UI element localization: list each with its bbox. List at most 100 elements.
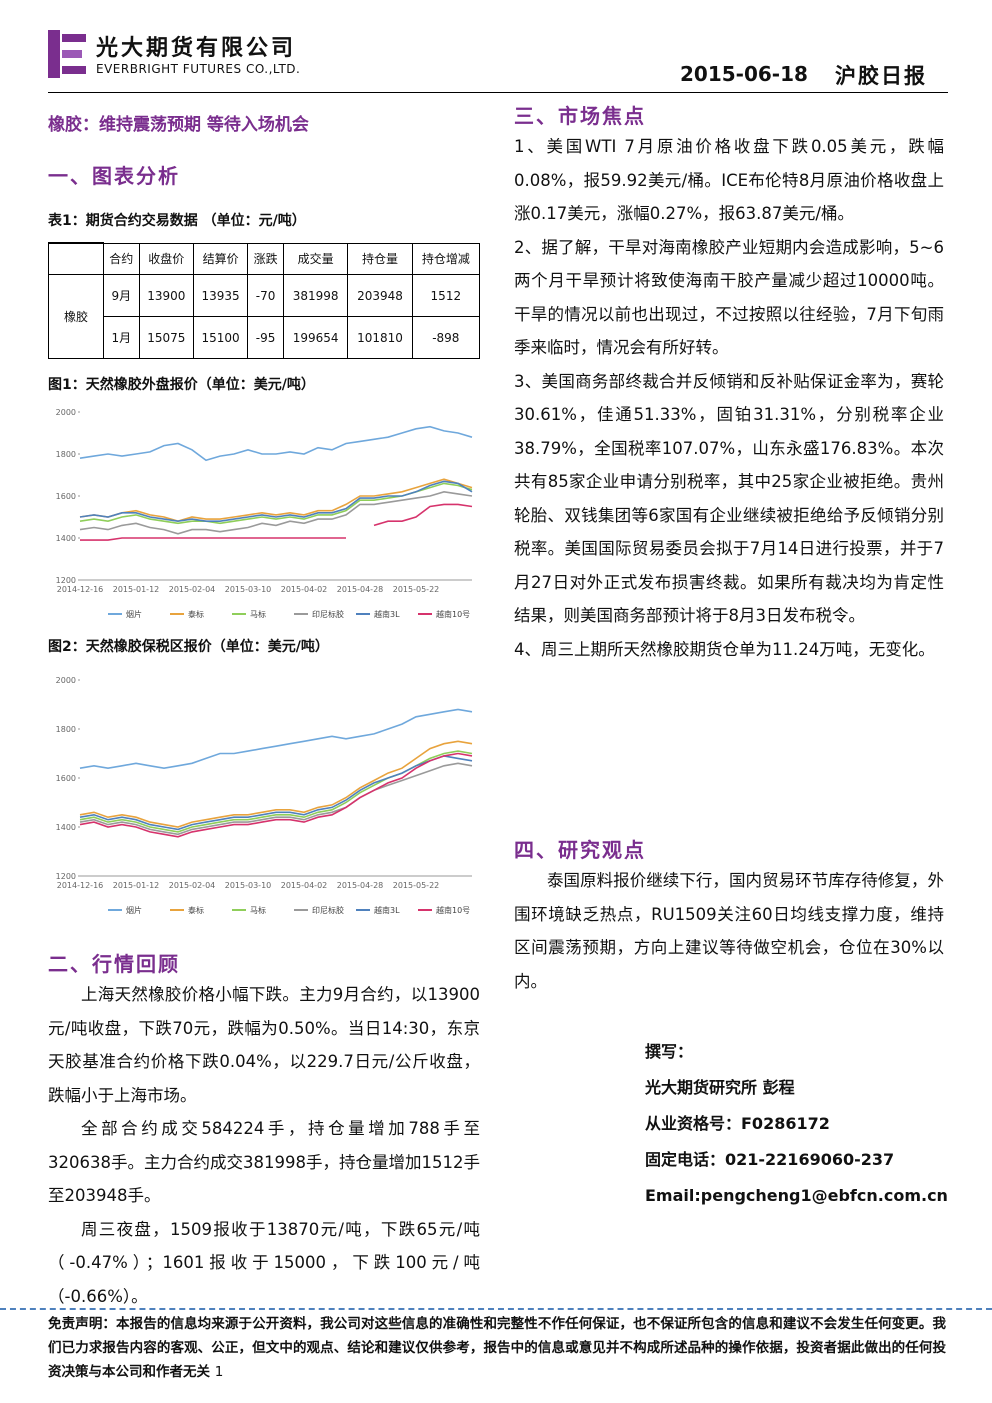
legend-label: 越南3L [374, 905, 400, 915]
author-line: 固定电话：021-22169060-237 [645, 1150, 895, 1169]
section-heading: 三、市场焦点 [514, 104, 646, 128]
legend-label: 烟片 [126, 905, 142, 915]
legend-label: 烟片 [126, 609, 142, 619]
series-line [79, 478, 473, 523]
table-caption: 表1：期货合约交易数据 （单位：元/吨） [48, 213, 306, 229]
section-body: 泰国原料报价继续下行，国内贸易环节库存待修复，外围环境缺乏热点，RU1509关注… [514, 864, 944, 998]
y-tick-label: 1600 [56, 774, 76, 783]
x-tick-label: 2014-12-16 [57, 585, 104, 594]
td: 101810 [347, 316, 413, 359]
series-line [79, 762, 473, 836]
section-heading: 一、图表分析 [48, 164, 180, 188]
author-line: 撰写： [645, 1042, 694, 1061]
y-tick-label: 1400 [56, 823, 76, 832]
chart: 1200 1400 1600 1800 2000 2014-12-16 2015-01-12… [56, 676, 473, 915]
series-line [79, 755, 473, 831]
chart: 1200 1400 1600 1800 2000 2014-12-16 2015-01-12… [56, 408, 473, 619]
author-block: 撰写： 光大期货研究所 彭程 从业资格号：F0286172 固定电话：021-2… [645, 1034, 948, 1214]
legend-label: 泰标 [188, 609, 204, 619]
legend-label: 越南3L [374, 609, 400, 619]
paragraph: 1、美国WTI 7月原油价格收盘下跌0.05美元，跌幅0.08%，报59.92美… [514, 137, 944, 223]
legend-label: 马标 [250, 609, 266, 619]
td: -95 [247, 316, 284, 359]
page-number: 1 [214, 1364, 224, 1380]
logo-icon [48, 30, 86, 78]
y-tick-label: 1200 [56, 872, 76, 881]
series-line [79, 752, 473, 838]
company-en: EVERBRIGHT FUTURES CO.,LTD. [96, 62, 301, 76]
y-tick-label: 1600 [56, 492, 76, 501]
y-tick-label: 1200 [56, 576, 76, 585]
series-line [79, 480, 473, 523]
paragraph: 泰国原料报价继续下行，国内贸易环节库存待修复，外围环境缺乏热点，RU1509关注… [514, 871, 944, 991]
legend-label: 泰标 [188, 905, 204, 915]
figure-caption: 图1：天然橡胶外盘报价（单位：美元/吨） [48, 377, 315, 393]
x-tick-label: 2015-05-22 [393, 881, 440, 890]
td: -898 [411, 316, 481, 359]
th: 结算价 [192, 242, 249, 275]
x-tick-label: 2015-03-10 [225, 881, 272, 890]
td: 9月 [103, 274, 140, 317]
series-line [79, 425, 473, 462]
legend-label: 印尼标胶 [312, 609, 344, 619]
figure-caption: 图2：天然橡胶保税区报价（单位：美元/吨） [48, 639, 329, 655]
y-tick-label: 1400 [56, 534, 76, 543]
td: 15100 [192, 316, 249, 359]
td: 1512 [411, 274, 481, 317]
td: 13900 [138, 274, 194, 317]
author-line: 从业资格号：F0286172 [645, 1114, 830, 1133]
legend-label: 马标 [250, 905, 266, 915]
author-line: Email:pengcheng1@ebfcn.com.cn [645, 1186, 948, 1205]
x-tick-label: 2015-03-10 [225, 585, 272, 594]
paragraph: 3、美国商务部终裁合并反倾销和反补贴保证金率为，赛轮30.61%，佳通51.33… [514, 371, 944, 626]
legend-label: 印尼标胶 [312, 905, 344, 915]
paragraph: 2、据了解，干旱对海南橡胶产业短期内会造成影响，5~6两个月干旱预计将致使海南干… [514, 237, 944, 358]
company-cn: 光大期货有限公司 [96, 36, 297, 61]
th: 涨跌 [247, 242, 284, 275]
th: 收盘价 [138, 242, 194, 275]
series-line [79, 708, 473, 770]
th: 合约 [103, 242, 140, 275]
x-tick-label: 2015-04-28 [337, 585, 384, 594]
section-body: 上海天然橡胶价格小幅下跌。主力9月合约，以13900元/吨收盘，下跌70元，跌幅… [48, 978, 480, 1313]
paragraph: 上海天然橡胶价格小幅下跌。主力9月合约，以13900元/吨收盘，下跌70元，跌幅… [48, 985, 480, 1105]
series-line [79, 490, 473, 535]
legend-label: 越南10号 [436, 905, 470, 915]
y-tick-label: 1800 [56, 725, 76, 734]
paragraph: 全部合约成交584224手，持仓量增加788手至320638手。主力合约成交38… [48, 1119, 480, 1205]
td: 381998 [282, 274, 349, 317]
data-table: 合约 收盘价 结算价 涨跌 成交量 持仓量 持仓增减 橡胶 9月 13900 1… [48, 242, 481, 359]
td: 15075 [138, 316, 194, 359]
footer-rule [0, 1308, 992, 1310]
series-line [80, 503, 473, 541]
y-tick-label: 2000 [56, 676, 76, 685]
paragraph: 4、周三上期所天然橡胶期货仓单为11.24万吨，无变化。 [514, 639, 935, 659]
y-tick-label: 2000 [56, 408, 76, 417]
td: 203948 [347, 274, 413, 317]
disclaimer-text: 免责声明：本报告的信息均来源于公开资料，我公司对这些信息的准确性和完整性不作任何… [48, 1316, 946, 1380]
x-tick-label: 2015-01-12 [113, 881, 160, 890]
x-tick-label: 2015-02-04 [169, 585, 216, 594]
product: 橡胶 [48, 274, 104, 359]
article-title: 橡胶：维持震荡预期 等待入场机会 [48, 115, 309, 135]
header-rule [48, 92, 948, 93]
x-tick-label: 2015-01-12 [113, 585, 160, 594]
section-body: 1、美国WTI 7月原油价格收盘下跌0.05美元，跌幅0.08%，报59.92美… [514, 130, 944, 666]
report-name: 沪胶日报 [835, 64, 927, 88]
th: 持仓增减 [411, 242, 481, 275]
x-tick-label: 2015-04-02 [281, 585, 328, 594]
td: 13935 [192, 274, 249, 317]
disclaimer: 免责声明：本报告的信息均来源于公开资料，我公司对这些信息的准确性和完整性不作任何… [48, 1312, 946, 1384]
x-tick-label: 2015-02-04 [169, 881, 216, 890]
section-heading: 二、行情回顾 [48, 952, 180, 976]
section-heading: 四、研究观点 [514, 838, 646, 862]
x-tick-label: 2015-04-02 [281, 881, 328, 890]
series-line [79, 740, 473, 828]
paragraph: 周三夜盘，1509报收于13870元/吨，下跌65元/吨（-0.47%）；160… [48, 1219, 480, 1306]
th: 成交量 [282, 242, 349, 275]
report-date: 2015-06-18 [680, 62, 808, 86]
td: 1月 [103, 316, 140, 359]
y-tick-label: 1800 [56, 450, 76, 459]
legend-label: 越南10号 [436, 609, 470, 619]
td: 199654 [282, 316, 349, 359]
